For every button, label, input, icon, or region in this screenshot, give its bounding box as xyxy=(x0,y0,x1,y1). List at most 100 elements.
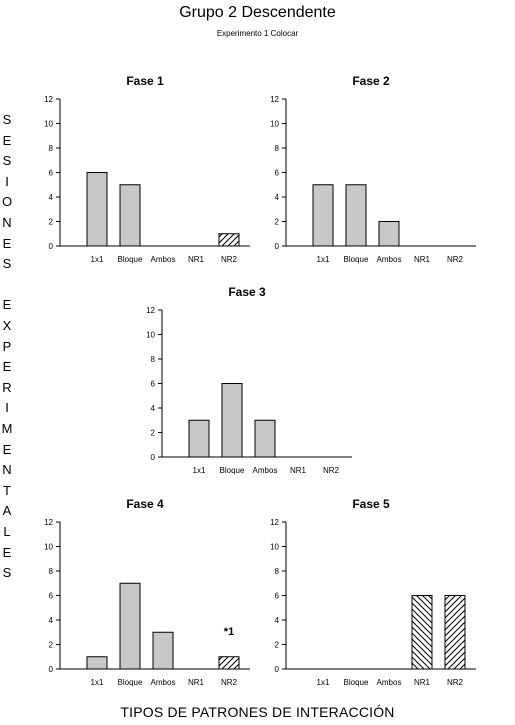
panel-title: Fase 5 xyxy=(352,497,390,511)
x-tick-label: Ambos xyxy=(377,255,402,264)
x-tick-label: Bloque xyxy=(118,255,143,264)
x-tick-label: Bloque xyxy=(344,678,369,687)
y-tick-label: 2 xyxy=(275,218,280,227)
y-tick-label: 8 xyxy=(275,144,280,153)
y-tick-label: 0 xyxy=(49,242,54,251)
panel-fase-1: Fase 1 0 2 4 6 8 10 12 1x1 Bloque Ambos NR1 NR2 xyxy=(44,74,250,264)
bar xyxy=(411,595,433,670)
y-axis-label-letter: S xyxy=(2,256,12,272)
y-tick-label: 12 xyxy=(44,518,53,527)
y-axis-label-letter: O xyxy=(1,194,13,210)
x-tick-label: NR1 xyxy=(414,255,431,264)
y-tick-label: 0 xyxy=(275,665,280,674)
y-axis-label-letter: I xyxy=(5,400,9,416)
y-axis-label-letter: M xyxy=(1,421,13,436)
x-tick-label: 1x1 xyxy=(91,678,104,687)
panel-title: Fase 4 xyxy=(126,497,164,511)
x-tick-label: Bloque xyxy=(344,255,369,264)
y-axis-label-letter: N xyxy=(2,462,12,478)
y-axis-label-letter: X xyxy=(2,318,12,333)
y-tick-label: 2 xyxy=(49,641,54,650)
x-tick-label: Ambos xyxy=(253,466,278,475)
y-axis-label-letter: S xyxy=(2,112,12,127)
y-tick-label: 2 xyxy=(151,429,156,438)
panel-fase-4: Fase 4 0 2 4 6 8 10 12 1x1 Bloque Ambos NR1 NR2 *1 xyxy=(44,497,250,687)
x-tick-label: NR1 xyxy=(188,255,205,264)
y-tick-label: 10 xyxy=(44,543,53,552)
x-tick-label: NR1 xyxy=(290,466,307,475)
y-tick-label: 6 xyxy=(151,380,156,389)
y-tick-label: 6 xyxy=(49,169,54,178)
y-axis-label-letter: E xyxy=(2,132,12,148)
y-tick-label: 8 xyxy=(275,567,280,576)
y-axis-label-letter: A xyxy=(2,503,12,519)
x-axis-label: TIPOS DE PATRONES DE INTERACCIÓN xyxy=(120,704,395,720)
y-tick-label: 6 xyxy=(275,169,280,178)
bar xyxy=(254,419,276,458)
x-tick-label: Bloque xyxy=(220,466,245,475)
panel-fase-3: Fase 3 0 2 4 6 8 10 12 1x1 Bloque Ambos NR1 NR2 xyxy=(146,285,352,475)
x-tick-label: 1x1 xyxy=(91,255,104,264)
bar xyxy=(378,221,400,247)
panel-fase-2: Fase 2 0 2 4 6 8 10 12 1x1 Bloque Ambos NR1 NR2 xyxy=(270,74,476,264)
x-tick-label: NR2 xyxy=(221,255,238,264)
bar xyxy=(188,419,210,458)
x-tick-label: Ambos xyxy=(151,678,176,687)
y-axis-label-letter: S xyxy=(2,565,12,581)
y-tick-label: 0 xyxy=(151,453,156,462)
bar xyxy=(152,631,174,670)
panel-title: Fase 2 xyxy=(352,74,390,88)
bar xyxy=(86,656,108,670)
y-axis-label-letter: E xyxy=(2,544,12,560)
y-axis-label-letter: E xyxy=(2,297,12,313)
bar xyxy=(345,184,367,247)
y-tick-label: 12 xyxy=(146,306,155,315)
y-tick-label: 6 xyxy=(275,592,280,601)
y-axis-label-letter: T xyxy=(3,482,11,498)
x-tick-label: NR2 xyxy=(323,466,340,475)
bar xyxy=(218,233,240,247)
x-tick-label: NR2 xyxy=(447,678,464,687)
y-tick-label: 4 xyxy=(49,193,54,202)
y-tick-label: 0 xyxy=(275,242,280,251)
chart-title: Grupo 2 Descendente xyxy=(179,4,336,21)
y-axis-label-letter: E xyxy=(2,235,12,251)
y-tick-label: 8 xyxy=(49,567,54,576)
panel-fase-5: Fase 5 0 2 4 6 8 10 12 1x1 Bloque Ambos NR1 NR2 xyxy=(270,497,476,687)
y-axis-label-letter: R xyxy=(2,379,12,395)
y-tick-label: 6 xyxy=(49,592,54,601)
y-tick-label: 10 xyxy=(270,543,279,552)
y-tick-label: 8 xyxy=(151,355,156,364)
x-tick-label: NR1 xyxy=(414,678,431,687)
bar xyxy=(312,184,334,247)
bar xyxy=(218,656,240,670)
annotation: *1 xyxy=(224,626,234,638)
x-tick-label: NR1 xyxy=(188,678,205,687)
y-tick-label: 10 xyxy=(146,331,155,340)
x-tick-label: 1x1 xyxy=(193,466,206,475)
y-tick-label: 4 xyxy=(49,616,54,625)
chart-subtitle: Experimento 1 Colocar xyxy=(216,29,299,38)
x-tick-label: Ambos xyxy=(151,255,176,264)
y-axis-label-letter: S xyxy=(2,153,12,169)
y-tick-label: 4 xyxy=(275,193,280,202)
x-tick-label: 1x1 xyxy=(317,255,330,264)
y-tick-label: 4 xyxy=(275,616,280,625)
y-axis-label-letter: L xyxy=(3,524,11,539)
x-tick-label: NR2 xyxy=(447,255,464,264)
y-axis-label-letter: P xyxy=(2,338,12,354)
bar xyxy=(119,582,141,670)
panel-title: Fase 1 xyxy=(126,74,164,88)
panel-title: Fase 3 xyxy=(228,285,266,299)
y-tick-label: 12 xyxy=(270,95,279,104)
y-tick-label: 2 xyxy=(275,641,280,650)
bar xyxy=(86,172,108,247)
bar xyxy=(444,595,466,670)
y-axis-label-letter: N xyxy=(2,215,12,230)
y-tick-label: 10 xyxy=(270,120,279,129)
y-tick-label: 4 xyxy=(151,404,156,413)
y-tick-label: 12 xyxy=(270,518,279,527)
y-axis-label-letter: I xyxy=(5,173,9,189)
y-axis-label-letter: E xyxy=(2,359,12,375)
y-tick-label: 10 xyxy=(44,120,53,129)
